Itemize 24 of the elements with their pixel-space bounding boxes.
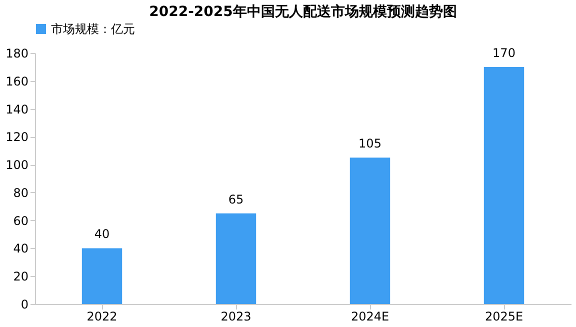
data-label: 170 <box>492 46 516 60</box>
x-tick-label: 2024E <box>350 310 390 324</box>
y-tick-label: 140 <box>6 102 28 116</box>
y-tick-label: 120 <box>6 130 28 144</box>
y-tick-label: 160 <box>6 74 28 88</box>
y-tick-label: 40 <box>13 242 28 256</box>
y-tick-label: 60 <box>13 214 28 228</box>
x-tick-label: 2025E <box>484 310 524 324</box>
y-tick-label: 180 <box>6 46 28 60</box>
x-tick-label: 2022 <box>86 310 118 324</box>
bar <box>216 213 256 304</box>
y-tick-label: 100 <box>6 158 28 172</box>
y-tick-label: 80 <box>13 186 28 200</box>
chart-title: 2022-2025年中国无人配送市场规模预测趋势图 <box>149 3 457 20</box>
data-label: 105 <box>358 136 382 151</box>
x-tick-label: 2023 <box>220 310 252 324</box>
bar <box>350 158 390 304</box>
legend-label: 市场规模：亿元 <box>51 22 135 36</box>
y-tick-label: 20 <box>13 270 28 284</box>
data-label: 40 <box>94 227 110 242</box>
bar <box>484 66 524 304</box>
data-label: 65 <box>228 192 244 206</box>
y-tick-label: 0 <box>20 298 28 312</box>
bar <box>82 248 122 304</box>
